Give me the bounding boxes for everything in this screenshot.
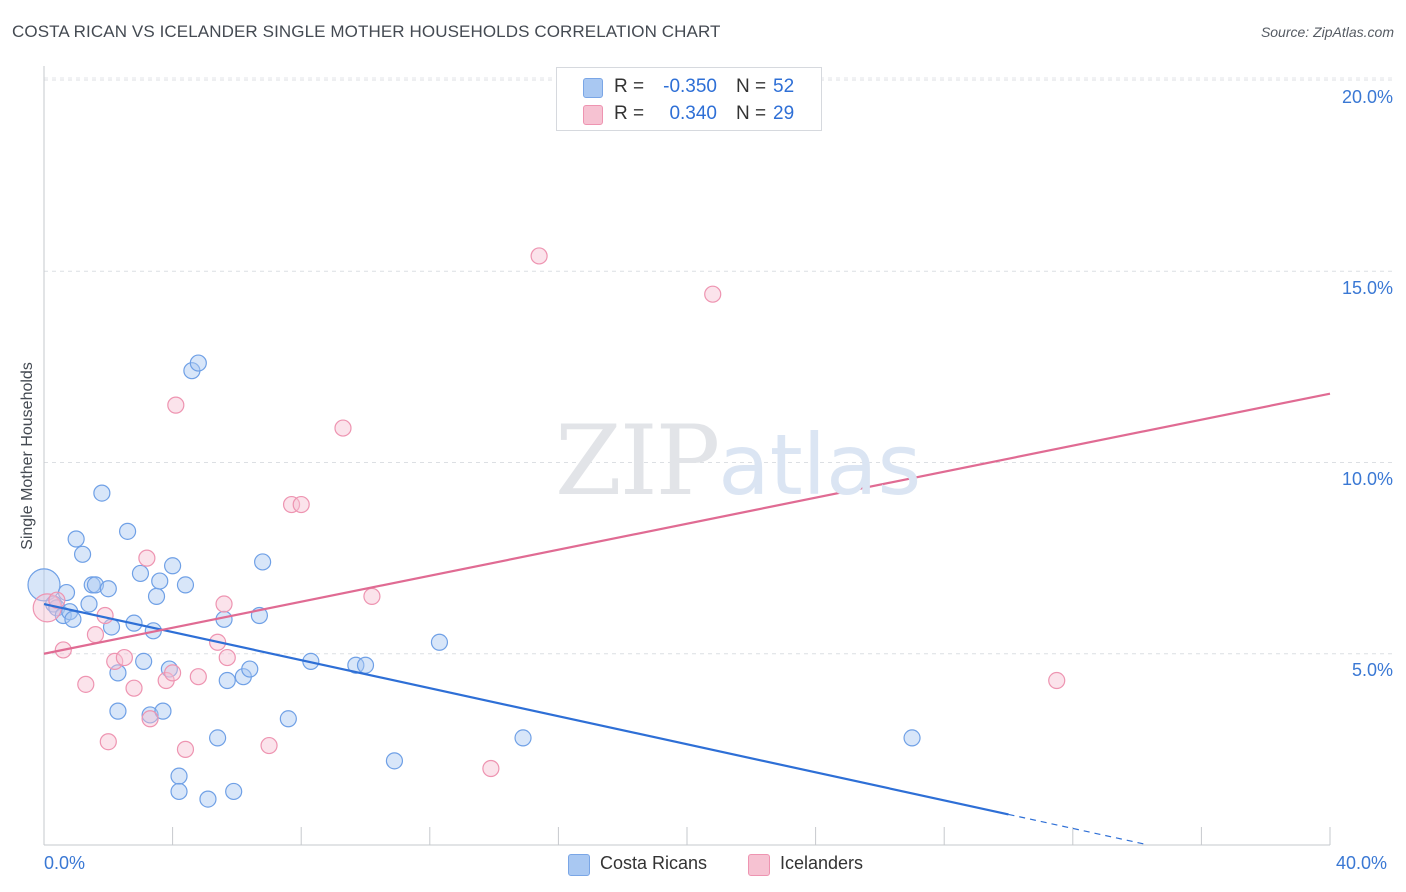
watermark-zip: ZIP	[555, 405, 720, 517]
point-costa-ricans	[279, 710, 297, 728]
n-value: 29	[773, 103, 795, 124]
point-costa-ricans	[254, 553, 272, 571]
point-costa-ricans	[27, 568, 61, 602]
y-tick-label-15: 15.0%	[1341, 278, 1393, 298]
n-label: N =	[736, 76, 767, 97]
r-label: R =	[614, 103, 645, 124]
point-costa-ricans	[241, 660, 259, 678]
point-costa-ricans	[176, 576, 195, 594]
watermark: ZIPatlas	[555, 405, 921, 517]
point-costa-ricans	[73, 545, 92, 563]
point-icelanders	[1048, 671, 1066, 690]
y-tick-label-10: 10.0%	[1341, 469, 1393, 489]
point-costa-ricans	[170, 767, 188, 785]
point-costa-ricans	[218, 671, 236, 690]
point-icelanders	[189, 668, 207, 686]
point-costa-ricans	[209, 729, 227, 747]
stats-swatch-icelanders	[583, 105, 603, 125]
y-tick-label-20: 20.0%	[1341, 87, 1393, 107]
point-icelanders	[176, 740, 195, 758]
point-icelanders	[218, 648, 236, 667]
stats-row-icelanders: R = 0.340 N = 29	[557, 101, 821, 129]
point-costa-ricans	[93, 484, 111, 502]
data-points	[27, 247, 1066, 808]
point-costa-ricans	[514, 729, 532, 747]
point-icelanders	[215, 595, 233, 613]
legend-label: Costa Ricans	[600, 853, 708, 873]
legend-label: Icelanders	[780, 853, 864, 873]
x-axis-min-label: 0.0%	[44, 853, 86, 873]
point-icelanders	[282, 495, 301, 514]
point-icelanders	[86, 626, 105, 644]
point-costa-ricans	[170, 782, 188, 801]
watermark-atlas: atlas	[718, 416, 922, 514]
y-tick-label-5: 5.0%	[1351, 660, 1393, 680]
point-costa-ricans	[151, 572, 169, 590]
correlation-stats-box: R = -0.350 N = 52 R = 0.340 N = 29	[556, 67, 822, 131]
point-icelanders	[482, 759, 500, 778]
point-icelanders	[530, 247, 548, 265]
point-costa-ricans	[164, 557, 182, 575]
point-icelanders	[138, 549, 156, 567]
point-costa-ricans	[347, 656, 365, 674]
point-costa-ricans	[141, 706, 159, 724]
point-icelanders	[260, 736, 278, 755]
point-costa-ricans	[199, 790, 217, 808]
point-icelanders	[164, 664, 182, 682]
point-costa-ricans	[147, 587, 166, 605]
point-icelanders	[292, 495, 310, 514]
point-costa-ricans	[67, 530, 85, 548]
trend-lines	[43, 392, 1331, 845]
point-costa-ricans	[430, 633, 449, 651]
x-axis-max-label: 40.0%	[1336, 853, 1388, 873]
point-icelanders	[115, 648, 133, 667]
r-value: 0.340	[664, 103, 717, 124]
point-costa-ricans	[99, 580, 117, 598]
point-icelanders	[141, 710, 159, 728]
point-costa-ricans	[189, 354, 207, 372]
point-costa-ricans	[903, 729, 921, 747]
point-costa-ricans	[86, 576, 105, 594]
n-value: 52	[773, 76, 795, 97]
trend-line-costa-ricans	[43, 602, 1009, 816]
point-costa-ricans	[385, 752, 404, 770]
point-icelanders	[99, 733, 117, 751]
point-costa-ricans	[109, 702, 127, 720]
point-icelanders	[125, 679, 143, 697]
point-icelanders	[704, 285, 722, 303]
point-costa-ricans	[131, 564, 150, 583]
point-icelanders	[334, 419, 352, 437]
legend-swatch-costa-ricans	[568, 854, 590, 876]
stats-swatch-costa-ricans	[583, 78, 603, 98]
trend-line-icelanders	[43, 392, 1331, 655]
point-costa-ricans	[135, 652, 153, 671]
n-label: N =	[736, 103, 767, 124]
r-value: -0.350	[663, 76, 717, 97]
axes	[43, 66, 1331, 846]
grid-lines	[44, 77, 1392, 655]
stats-row-costa-ricans: R = -0.350 N = 52	[557, 74, 821, 102]
point-costa-ricans	[356, 656, 375, 674]
point-icelanders	[48, 591, 66, 609]
point-costa-ricans	[64, 610, 82, 628]
point-costa-ricans	[154, 702, 172, 720]
r-label: R =	[614, 76, 645, 97]
legend-swatch-icelanders	[748, 854, 770, 876]
trend-line-costa-ricans-extension	[1008, 813, 1144, 845]
point-icelanders	[363, 587, 381, 605]
y-axis-label: Single Mother Households	[19, 362, 36, 550]
source-label: Source: ZipAtlas.com	[1260, 24, 1394, 40]
point-costa-ricans	[80, 595, 98, 613]
point-icelanders	[167, 396, 185, 414]
point-icelanders	[77, 675, 95, 693]
point-icelanders	[106, 652, 124, 671]
point-costa-ricans	[118, 522, 137, 540]
chart-title: COSTA RICAN VS ICELANDER SINGLE MOTHER H…	[12, 22, 721, 41]
point-costa-ricans	[225, 782, 243, 801]
